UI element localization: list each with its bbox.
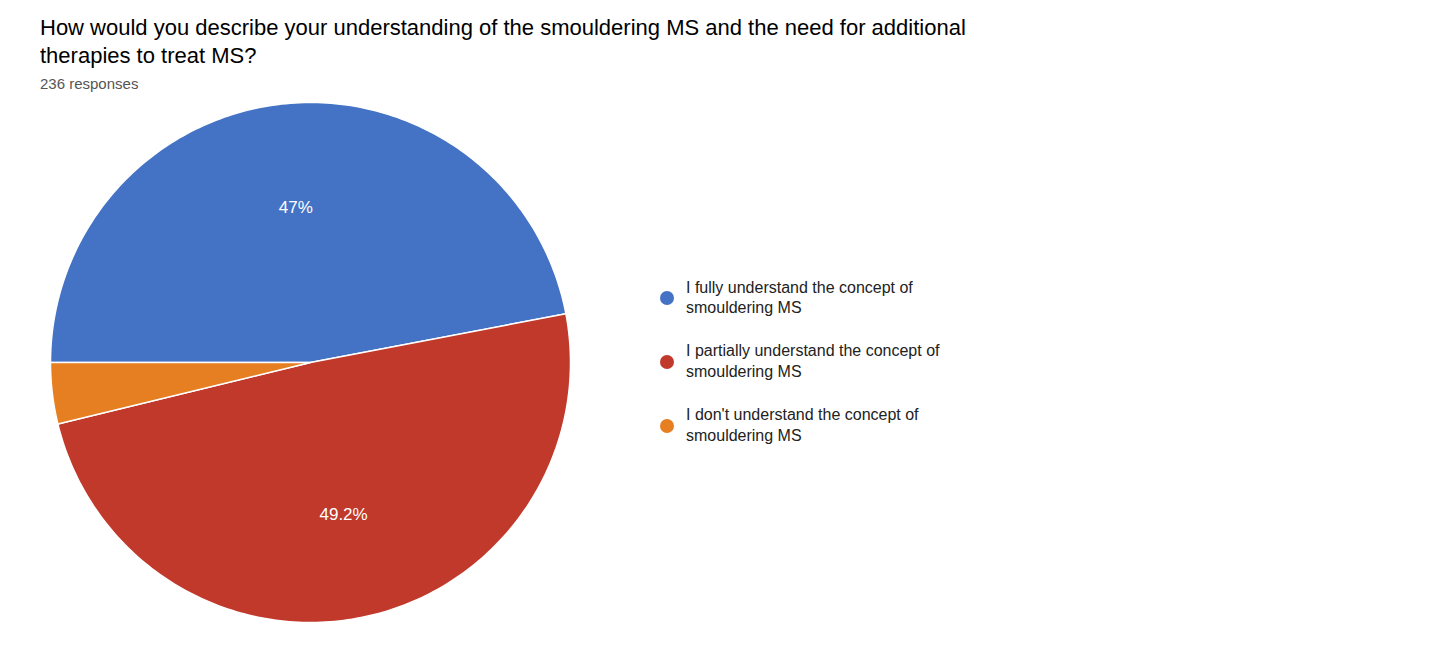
html-text:I fully understand the concept: I fully understand the concept of smould…	[686, 278, 913, 317]
svg-text:47%: 47%	[279, 198, 313, 217]
html-text:I partially understand the con: I partially understand the concept of sm…	[686, 342, 940, 380]
svg-text:49.2%: 49.2%	[319, 505, 367, 524]
html-text:236 responses: 236 responses	[40, 75, 139, 92]
html-text:I don't understand the concept: I don't understand the concept of smould…	[686, 405, 919, 444]
html-text:How would you describe your un: How would you describe your understandin…	[40, 15, 966, 68]
